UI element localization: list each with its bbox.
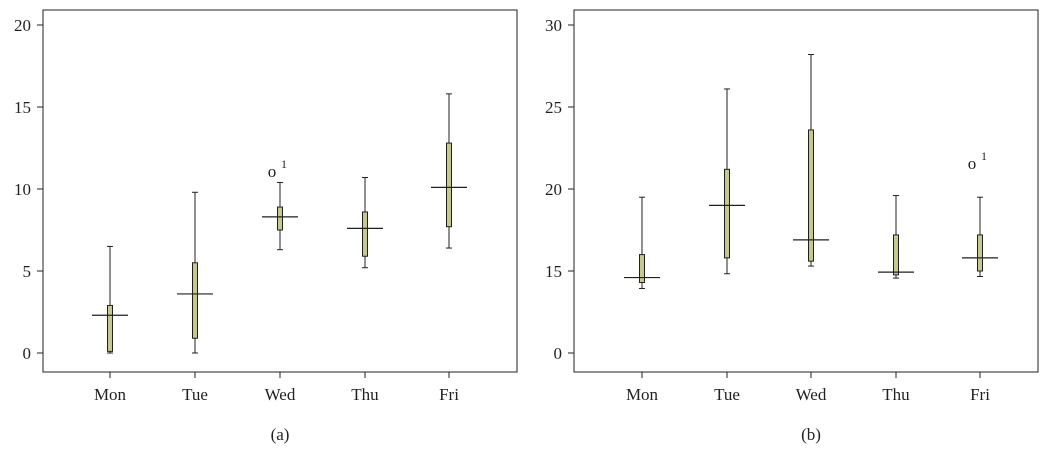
x-tick-label: Tue [714, 385, 740, 404]
y-tick-label: 20 [545, 180, 562, 199]
outlier-marker: o [968, 154, 977, 173]
outlier-id-label: 1 [281, 157, 287, 171]
y-tick-label: 15 [545, 262, 562, 281]
box-iqr [808, 129, 814, 262]
x-tick-label: Thu [882, 385, 910, 404]
y-tick-label: 20 [14, 16, 31, 35]
x-tick-label: Wed [796, 385, 827, 404]
chart-panel-b: 0 15 20 25 30 Mon Tue Wed Thu Fri o 1 (b) [545, 9, 1039, 444]
box-iqr [724, 168, 730, 259]
y-tick-label: 0 [554, 344, 563, 363]
box-iqr [362, 211, 368, 257]
box-tue [709, 88, 745, 275]
y-tick-label: 15 [14, 98, 31, 117]
box-mon [92, 245, 128, 354]
outlier-id-label: 1 [981, 149, 987, 163]
panel-label: (a) [271, 425, 290, 444]
box-wed [262, 181, 298, 251]
box-iqr [446, 142, 452, 228]
box-thu [347, 177, 383, 269]
y-tick-label: 0 [23, 344, 32, 363]
box-fri [962, 196, 998, 277]
x-tick-label: Tue [182, 385, 208, 404]
x-tick-label: Mon [626, 385, 659, 404]
panel-label: (b) [801, 425, 821, 444]
box-iqr [639, 254, 645, 283]
box-wed [793, 54, 829, 267]
y-tick-label: 25 [545, 98, 562, 117]
chart-panel-a: 0 5 10 15 20 Mon Tue Wed Thu Fri o 1 (a) [14, 9, 518, 444]
box-iqr [192, 262, 198, 339]
x-tick-label: Fri [970, 385, 990, 404]
x-tick-label: Wed [265, 385, 296, 404]
box-iqr [977, 234, 983, 272]
y-tick-label: 5 [23, 262, 32, 281]
y-tick-label: 10 [14, 180, 31, 199]
box-thu [878, 195, 914, 279]
box-mon [624, 196, 660, 289]
x-tick-label: Thu [351, 385, 379, 404]
x-tick-label: Mon [94, 385, 127, 404]
box-iqr [107, 304, 113, 352]
y-tick-label: 30 [545, 16, 562, 35]
box-iqr [893, 234, 899, 276]
x-tick-label: Fri [439, 385, 459, 404]
plot-frame [573, 9, 1039, 373]
box-fri [431, 93, 467, 249]
box-tue [177, 191, 213, 354]
outlier-marker: o [268, 162, 277, 181]
box-iqr [277, 206, 283, 231]
